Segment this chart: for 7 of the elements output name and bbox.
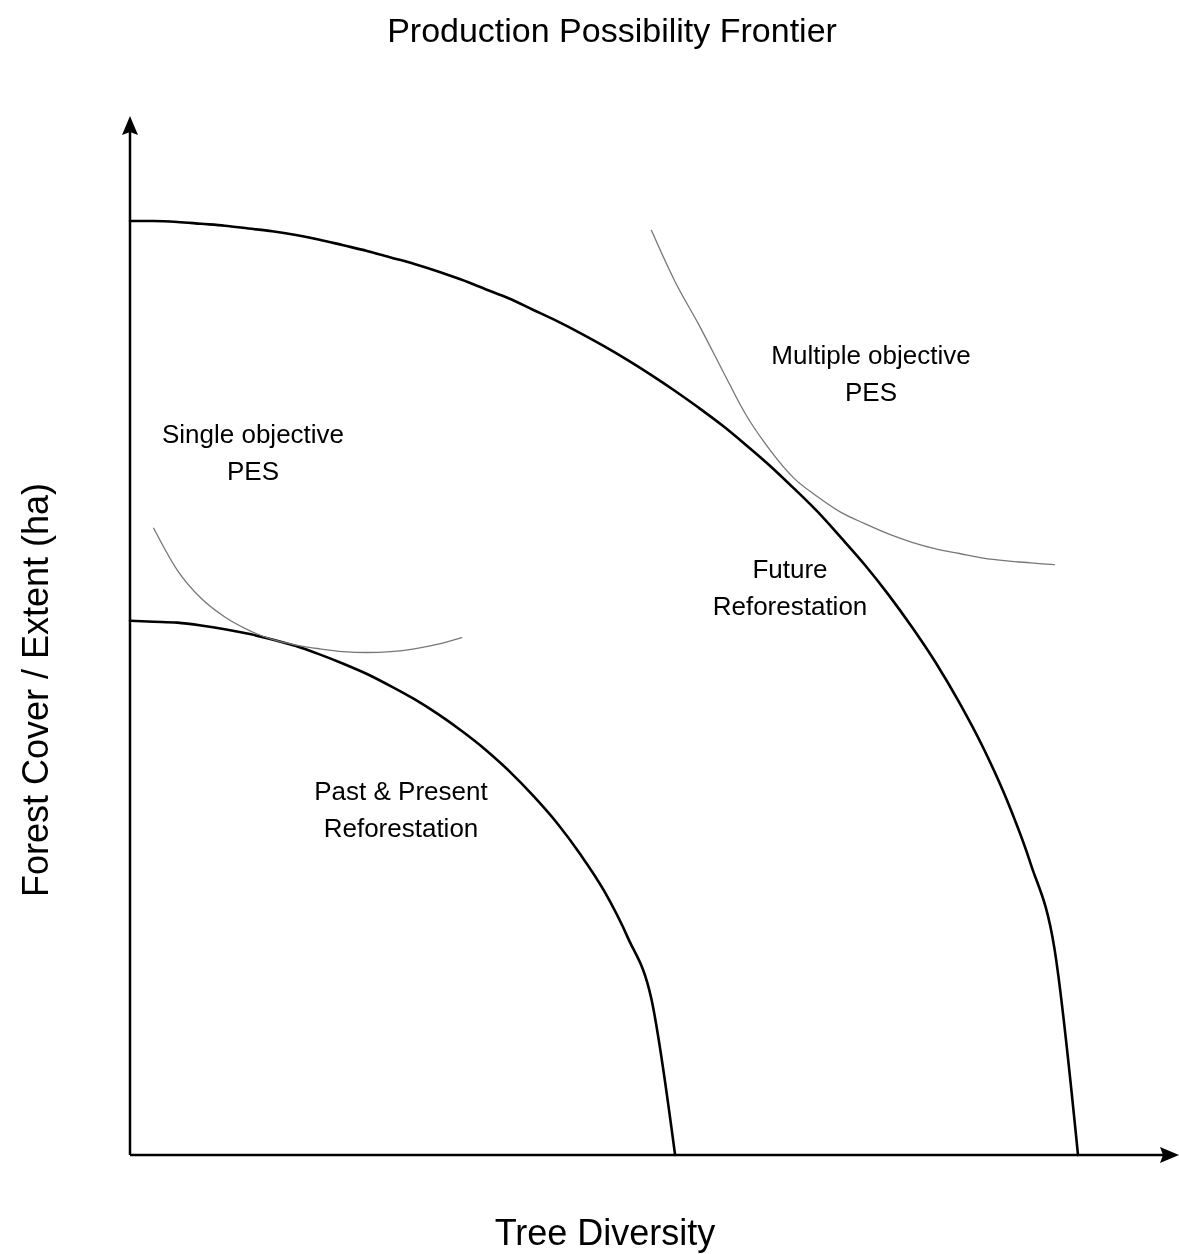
- annotation: Future Reforestation: [712, 554, 868, 621]
- y-axis-title: Forest Cover / Extent (ha): [15, 482, 56, 898]
- annotation: Multiple objective PES: [771, 340, 971, 407]
- annotation: Past & Present Reforestation: [314, 776, 489, 843]
- chart-title: Production Possibility Frontier: [387, 11, 837, 49]
- x-axis-title: Tree Diversity: [494, 1212, 716, 1253]
- annotation: Single objective PES: [161, 419, 345, 486]
